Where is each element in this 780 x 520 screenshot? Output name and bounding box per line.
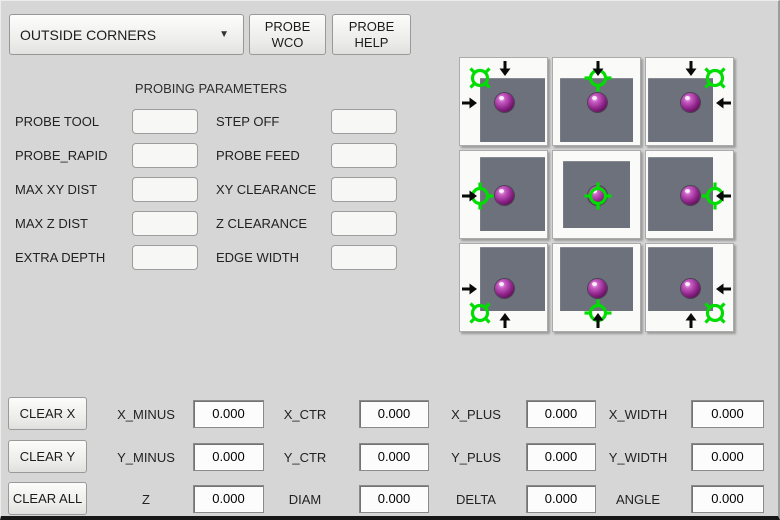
probe-cell-outside-corner-top-right [645,57,736,146]
extra-depth-input[interactable] [132,245,198,270]
y-width-value: 0.000 [691,443,764,471]
param-label-probe-tool: PROBE TOOL [15,114,100,129]
angle-label: ANGLE [615,492,661,507]
arrow-down-icon [499,61,510,76]
param-label-max-z-dist: MAX Z DIST [15,216,88,231]
x-minus-label: X_MINUS [117,407,175,422]
arrow-right-icon [462,97,477,108]
probe-wco-label-line2: WCO [271,34,304,50]
probing-parameters-title: PROBING PARAMETERS [134,81,288,96]
x-width-value: 0.000 [691,400,764,428]
arrow-left-icon [716,190,731,201]
probe-cell-edge-bottom [552,243,641,332]
arrow-up-icon [499,313,510,328]
probe-cell-outside-corner-bottom-left [459,243,548,334]
probe-position-diagram [459,57,736,334]
probe-cell-outside-corner-bottom-right [645,243,736,334]
probe-help-label-line1: PROBE [348,18,395,34]
param-label-extra-depth: EXTRA DEPTH [15,250,106,265]
x-width-label: X_WIDTH [608,407,668,422]
x-minus-value: 0.000 [193,400,264,428]
probe-sphere-icon [495,279,514,298]
param-label-xy-clearance: XY CLEARANCE [216,182,317,197]
y-plus-label: Y_PLUS [451,450,501,465]
param-label-z-clearance: Z CLEARANCE [216,216,308,231]
step-off-input[interactable] [331,109,397,134]
probe-cell-edge-left [459,150,548,239]
y-ctr-label: Y_CTR [283,450,327,465]
delta-value: 0.000 [526,485,596,513]
probe-cell-center [552,150,641,239]
probe-cell-outside-corner-top-left [459,57,548,146]
clear-x-button[interactable]: CLEAR X [8,397,87,430]
arrow-down-icon [685,61,696,76]
clear-all-button[interactable]: CLEAR ALL [8,482,87,515]
probe-wco-label-line1: PROBE [264,18,311,34]
probe-help-label-line2: HELP [354,34,389,50]
max-z-dist-input[interactable] [132,211,198,236]
max-xy-dist-input[interactable] [132,177,198,202]
probe-help-button[interactable]: PROBE HELP [332,14,411,55]
z-clearance-input[interactable] [331,211,397,236]
probe-sphere-icon [588,279,607,298]
workpiece-square [648,78,713,142]
crosshair-icon [582,180,613,211]
xy-clearance-input[interactable] [331,177,397,202]
probe-sphere-icon [681,93,700,112]
edge-width-input[interactable] [331,245,397,270]
delta-label: DELTA [456,492,496,507]
probe-rapid-input[interactable] [132,143,198,168]
param-label-step-off: STEP OFF [216,114,280,129]
angle-value: 0.000 [691,485,764,513]
workpiece-square [480,247,545,311]
z-value: 0.000 [193,485,264,513]
arrow-right-icon [462,283,477,294]
chevron-down-icon: ▼ [219,29,229,40]
probe-feed-input[interactable] [331,143,397,168]
arrow-left-icon [716,283,731,294]
arrow-down-icon [592,61,603,76]
x-plus-value: 0.000 [526,400,596,428]
arrow-up-icon [592,313,603,328]
x-ctr-value: 0.000 [359,400,429,428]
probe-sphere-icon [588,93,607,112]
x-plus-label: X_PLUS [451,407,501,422]
probe-wco-button[interactable]: PROBE WCO [249,14,326,55]
clear-y-button[interactable]: CLEAR Y [8,440,87,473]
y-width-label: Y_WIDTH [608,450,668,465]
probe-mode-dropdown[interactable]: OUTSIDE CORNERS ▼ [9,14,244,55]
probe-sphere-icon [681,279,700,298]
workpiece-square [480,78,545,142]
probe-cell-edge-right [645,150,734,239]
probe-sphere-icon [495,186,514,205]
y-ctr-value: 0.000 [359,443,429,471]
workpiece-square [648,247,713,311]
param-label-probe-feed: PROBE FEED [216,148,300,163]
diam-value: 0.000 [359,485,429,513]
probe-sphere-icon [681,186,700,205]
z-label: Z [142,492,150,507]
y-plus-value: 0.000 [526,443,596,471]
arrow-right-icon [462,190,477,201]
diam-label: DIAM [288,492,322,507]
probe-sphere-icon [495,93,514,112]
probe-mode-value: OUTSIDE CORNERS [20,26,157,43]
arrow-left-icon [716,97,731,108]
param-label-max-xy-dist: MAX XY DIST [15,182,98,197]
probe-tool-input[interactable] [132,109,198,134]
param-label-probe-rapid: PROBE_RAPID [15,148,108,163]
y-minus-label: Y_MINUS [117,450,175,465]
arrow-up-icon [685,313,696,328]
x-ctr-label: X_CTR [283,407,327,422]
y-minus-value: 0.000 [193,443,264,471]
param-label-edge-width: EDGE WIDTH [216,250,300,265]
probe-cell-edge-top [552,57,641,146]
